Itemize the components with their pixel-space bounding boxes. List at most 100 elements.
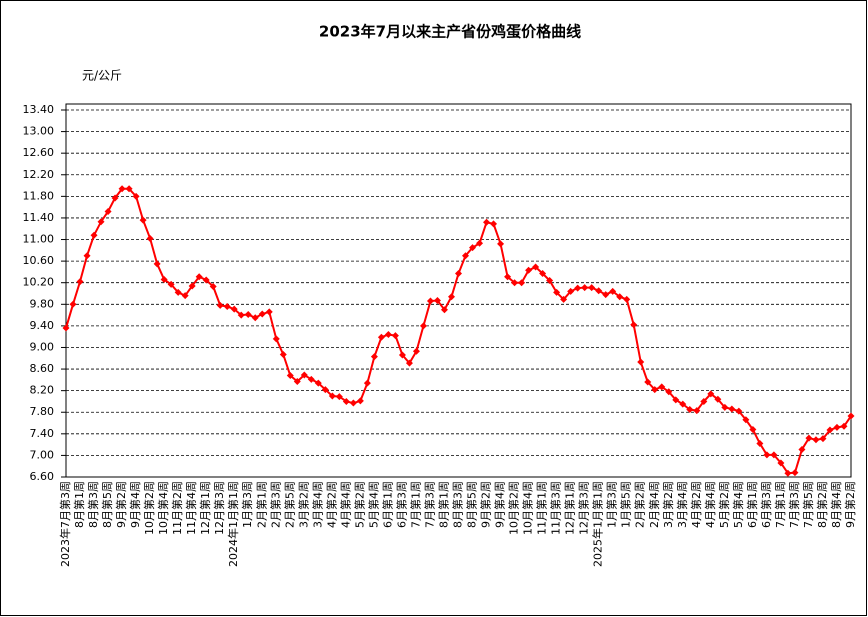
x-tick-label: 4月第2周	[324, 481, 338, 528]
data-point	[574, 284, 582, 292]
x-tick-label: 8月第5周	[465, 481, 479, 528]
data-point	[791, 469, 799, 477]
data-point	[433, 297, 441, 305]
data-point	[525, 266, 533, 274]
data-point	[146, 234, 154, 242]
data-point	[532, 263, 540, 271]
data-point	[62, 324, 70, 332]
data-point	[812, 436, 820, 444]
chart-title: 2023年7月以来主产省份鸡蛋价格曲线	[319, 23, 581, 41]
x-tick-label: 8月第3周	[86, 481, 100, 528]
data-point	[819, 435, 827, 443]
y-tick-label: 7.80	[30, 405, 55, 418]
y-tick-label: 12.60	[23, 146, 55, 159]
x-tick-label: 11月第3周	[549, 481, 563, 535]
y-tick-label: 13.00	[23, 125, 55, 138]
x-tick-label: 6月第1周	[745, 481, 759, 528]
data-point	[244, 311, 252, 319]
data-point	[700, 397, 708, 405]
x-tick-label: 8月第1周	[72, 481, 86, 528]
x-tick-label: 7月第1周	[773, 481, 787, 528]
x-tick-label: 2024年1月第1周	[226, 481, 240, 567]
x-tick-label: 9月第4周	[493, 481, 507, 528]
x-tick-label: 4月第2周	[689, 481, 703, 528]
data-point	[391, 332, 399, 340]
data-point	[258, 310, 266, 318]
data-point	[251, 314, 259, 322]
data-point	[742, 416, 750, 424]
x-tick-label: 7月第5周	[801, 481, 815, 528]
data-point	[132, 192, 140, 200]
data-point	[693, 407, 701, 415]
data-point	[553, 288, 561, 296]
data-point	[370, 353, 378, 361]
x-tick-label: 11月第2周	[170, 481, 184, 535]
y-tick-label: 7.00	[30, 448, 55, 461]
data-point	[756, 440, 764, 448]
data-point	[125, 185, 133, 193]
data-point	[181, 292, 189, 300]
y-axis-label: 元/公斤	[82, 69, 122, 83]
x-tick-label: 8月第1周	[436, 481, 450, 528]
data-point	[539, 270, 547, 278]
data-point	[69, 300, 77, 308]
data-point	[469, 244, 477, 252]
x-tick-label: 6月第3周	[759, 481, 773, 528]
x-tick-label: 3月第4周	[310, 481, 324, 528]
data-point	[363, 379, 371, 387]
data-point	[349, 399, 357, 407]
data-point	[672, 396, 680, 404]
y-tick-label: 6.60	[30, 470, 55, 483]
data-point	[342, 397, 350, 405]
x-tick-label: 9月第2周	[479, 481, 493, 528]
data-point	[377, 333, 385, 341]
data-point	[265, 308, 273, 316]
data-point	[286, 372, 294, 380]
data-point	[384, 331, 392, 339]
data-point	[202, 276, 210, 284]
data-point	[588, 284, 596, 292]
data-point	[447, 293, 455, 301]
data-point	[335, 393, 343, 401]
data-point	[167, 280, 175, 288]
x-tick-label: 7月第3周	[422, 481, 436, 528]
data-point	[686, 406, 694, 414]
y-tick-label: 12.20	[23, 168, 55, 181]
x-tick-label: 7月第3周	[787, 481, 801, 528]
data-point	[272, 335, 280, 343]
x-tick-label: 10月第2周	[507, 481, 521, 535]
x-tick-label: 2月第1周	[254, 481, 268, 528]
data-point	[728, 405, 736, 413]
data-point	[784, 469, 792, 477]
x-tick-label: 5月第4周	[731, 481, 745, 528]
data-point	[476, 239, 484, 247]
data-point	[328, 392, 336, 400]
data-point	[546, 277, 554, 285]
data-point	[623, 295, 631, 303]
data-point	[230, 305, 238, 313]
y-tick-label: 10.60	[23, 254, 55, 267]
data-point	[644, 378, 652, 386]
data-point	[497, 240, 505, 248]
data-point	[160, 275, 168, 283]
data-point	[398, 351, 406, 359]
x-tick-label: 4月第4周	[338, 481, 352, 528]
y-tick-label: 8.60	[30, 362, 55, 375]
y-tick-label: 11.80	[23, 189, 55, 202]
data-point	[518, 279, 526, 287]
y-tick-label: 11.00	[23, 233, 55, 246]
data-point	[314, 379, 322, 387]
data-point	[440, 306, 448, 314]
data-point	[763, 451, 771, 459]
x-tick-label: 5月第2周	[352, 481, 366, 528]
y-tick-label: 7.40	[30, 427, 55, 440]
data-point	[721, 403, 729, 411]
x-tick-label: 10月第2周	[142, 481, 156, 535]
x-tick-label: 3月第2周	[296, 481, 310, 528]
data-point	[833, 423, 841, 431]
data-point	[223, 302, 231, 310]
x-tick-label: 12月第1周	[198, 481, 212, 535]
x-tick-label: 2025年1月第1周	[591, 481, 605, 567]
